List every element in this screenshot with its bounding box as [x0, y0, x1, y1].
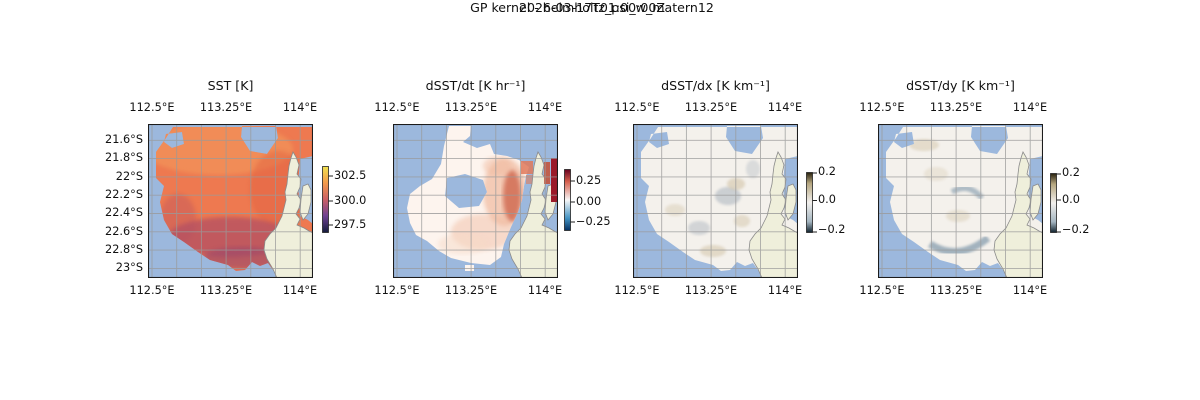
- cb-tick-label: 0.0: [1062, 193, 1080, 206]
- cb-tick-label: 297.5: [334, 218, 367, 231]
- coastal-warming-patch: [521, 161, 533, 174]
- xticks-top-panel4: 112.5°E 113.25°E 114°E: [859, 101, 1047, 115]
- lon-tick: 113.25°E: [929, 101, 983, 114]
- lat-tick: 21.8°S: [105, 151, 143, 164]
- cb-tick-label: −0.25: [576, 215, 611, 228]
- cb-tick-label: 0.2: [1062, 166, 1080, 179]
- lon-tick: 113.25°E: [444, 101, 498, 114]
- xticks-bottom-panel2: 112.5°E 113.25°E 114°E: [374, 284, 562, 298]
- xticks-bottom-panel1: 112.5°E 113.25°E 114°E: [129, 284, 317, 298]
- red-strip-edge: [544, 162, 550, 184]
- lat-tick: 22.2°S: [105, 188, 143, 201]
- xticks-bottom-panel4: 112.5°E 113.25°E 114°E: [859, 284, 1047, 298]
- lon-tick: 112.5°E: [129, 101, 175, 114]
- cb-tick-label: 302.5: [334, 169, 367, 182]
- lon-tick: 112.5°E: [614, 284, 660, 297]
- dsst-dx-shading: [665, 160, 760, 257]
- panel-title-dsst-dy: dSST/dy [K km⁻¹]: [906, 78, 1015, 93]
- lon-tick: 114°E: [1012, 101, 1048, 114]
- lat-tick: 21.6°S: [105, 133, 143, 146]
- lon-tick: 114°E: [767, 101, 803, 114]
- xticks-bottom-panel3: 112.5°E 113.25°E 114°E: [614, 284, 802, 298]
- dsst-dt-shading: [438, 157, 527, 254]
- lon-tick: 113.25°E: [199, 101, 253, 114]
- negative-arc-band: [928, 235, 991, 256]
- colorbar-dsst-dt: [564, 169, 575, 231]
- lat-tick: 22.6°S: [105, 225, 143, 238]
- lon-tick: 113.25°E: [444, 284, 498, 297]
- cb-tick-label: 0.0: [818, 193, 836, 206]
- axes-frame: [633, 124, 798, 278]
- lon-tick: 114°E: [282, 284, 318, 297]
- xticks-top-panel1: 112.5°E 113.25°E 114°E: [129, 101, 317, 115]
- colorbar-sst: [322, 166, 333, 233]
- axes-frame: [148, 124, 313, 278]
- coastal-warming-patch: [526, 175, 534, 184]
- lat-tick: 23°S: [115, 261, 143, 274]
- map-panel-dsst-dx: [633, 124, 798, 278]
- lon-tick: 113.25°E: [929, 284, 983, 297]
- lon-tick: 112.5°E: [374, 101, 420, 114]
- cb-tick-label: 0.25: [576, 174, 602, 187]
- colorbar-dsst-dy: [1050, 173, 1061, 233]
- xticks-top-panel3: 112.5°E 113.25°E 114°E: [614, 101, 802, 115]
- lon-tick: 113.25°E: [684, 101, 738, 114]
- figure-title-line2: 2026-03-17T01:00:00Z: [518, 0, 666, 15]
- xticks-top-panel2: 112.5°E 113.25°E 114°E: [374, 101, 562, 115]
- panel-title-dsst-dx: dSST/dx [K km⁻¹]: [661, 78, 770, 93]
- cb-tick-label: 300.0: [334, 194, 367, 207]
- lon-tick: 112.5°E: [374, 284, 420, 297]
- figure-title-line1: GP kernel - helmholtz_psi_w_matern12: [470, 0, 714, 15]
- cb-tick-label: −0.2: [818, 223, 846, 236]
- panel-title-sst: SST [K]: [207, 78, 254, 93]
- lon-tick: 112.5°E: [129, 284, 175, 297]
- lon-tick: 114°E: [527, 284, 563, 297]
- cb-tick-label: 0.2: [818, 165, 836, 178]
- panel-title-dsst-dt: dSST/dt [K hr⁻¹]: [425, 78, 526, 93]
- map-panel-dsst-dy: [878, 124, 1043, 278]
- cb-tick-label: −0.2: [1062, 223, 1090, 236]
- map-panel-dsst-dt: [393, 124, 558, 278]
- lon-tick: 114°E: [767, 284, 803, 297]
- dark-red-strip: [551, 158, 558, 202]
- map-panel-sst: [148, 124, 313, 278]
- lon-tick: 114°E: [1012, 284, 1048, 297]
- cb-tick-label: 0.00: [576, 195, 602, 208]
- lat-tick: 22.8°S: [105, 243, 143, 256]
- axes-frame: [878, 124, 1043, 278]
- lon-tick: 113.25°E: [684, 284, 738, 297]
- lon-tick: 112.5°E: [859, 284, 905, 297]
- lat-tick: 22°S: [115, 170, 143, 183]
- lat-tick: 22.4°S: [105, 206, 143, 219]
- lon-tick: 114°E: [282, 101, 318, 114]
- axes-frame: [393, 124, 558, 278]
- lon-tick: 114°E: [527, 101, 563, 114]
- lon-tick: 112.5°E: [859, 101, 905, 114]
- colorbar-dsst-dx: [806, 172, 817, 233]
- lon-tick: 112.5°E: [614, 101, 660, 114]
- lon-tick: 113.25°E: [199, 284, 253, 297]
